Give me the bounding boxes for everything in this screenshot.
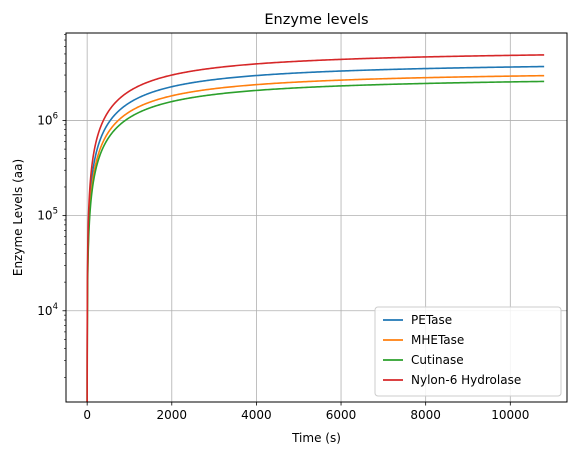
y-tick-label: 104 bbox=[37, 302, 58, 318]
x-axis: 0 2000 4000 6000 8000 10000 bbox=[83, 402, 529, 422]
x-tick-label: 4000 bbox=[241, 408, 272, 422]
x-tick-label: 0 bbox=[83, 408, 91, 422]
x-tick-label: 10000 bbox=[491, 408, 529, 422]
series-line bbox=[86, 54, 545, 402]
legend: PETase MHETase Cutinase Nylon-6 Hydrolase bbox=[374, 306, 562, 397]
plot-lines bbox=[86, 54, 545, 402]
x-tick-label: 8000 bbox=[410, 408, 441, 422]
legend-label: PETase bbox=[411, 313, 452, 327]
x-tick-label: 2000 bbox=[157, 408, 188, 422]
legend-box bbox=[374, 306, 562, 397]
x-tick-label: 6000 bbox=[326, 408, 357, 422]
legend-label: MHETase bbox=[411, 333, 464, 347]
y-axis-label: Enzyme Levels (aa) bbox=[11, 159, 25, 276]
y-tick-label: 106 bbox=[37, 111, 58, 127]
legend-label: Cutinase bbox=[411, 353, 464, 367]
plot-frame bbox=[65, 32, 568, 403]
series-line bbox=[86, 80, 545, 402]
series-line bbox=[86, 74, 545, 402]
legend-label: Nylon-6 Hydrolase bbox=[411, 373, 521, 387]
y-tick-label: 105 bbox=[37, 207, 58, 223]
y-axis: 104 105 106 bbox=[37, 34, 66, 378]
x-axis-label: Time (s) bbox=[291, 431, 341, 445]
series-line bbox=[86, 65, 545, 402]
chart-title: Enzyme levels bbox=[264, 12, 368, 28]
